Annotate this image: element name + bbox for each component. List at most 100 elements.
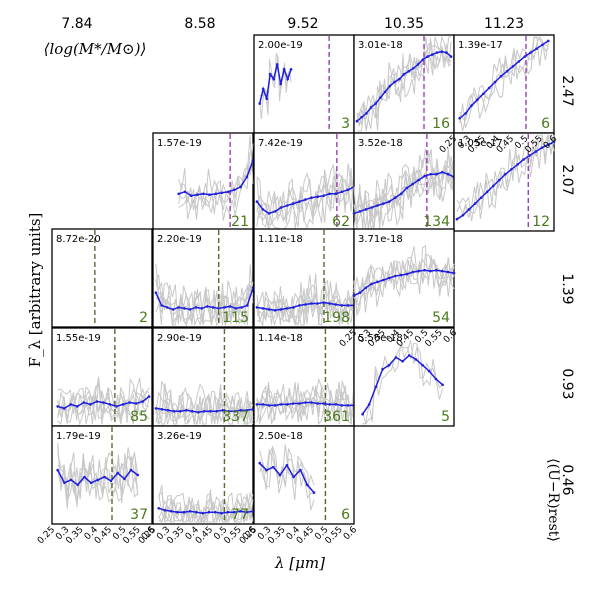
median-point <box>267 308 271 311</box>
mass-bin-label-3: 10.35 <box>384 16 424 32</box>
median-point <box>285 204 289 207</box>
median-point <box>470 104 473 107</box>
median-point <box>188 308 192 311</box>
median-point <box>109 479 113 483</box>
median-point <box>316 302 319 305</box>
median-point <box>298 304 301 307</box>
x-tick-label: 0.6 <box>342 525 359 542</box>
count-label: 198 <box>323 310 350 326</box>
median-point <box>446 270 450 274</box>
median-point <box>304 198 307 201</box>
median-point <box>128 401 131 404</box>
median-point <box>69 478 73 482</box>
normalization-label: 8.72e-20 <box>56 234 101 245</box>
median-point <box>246 304 249 307</box>
median-point <box>245 510 248 514</box>
median-point <box>233 410 237 413</box>
median-point <box>285 403 289 406</box>
panel-1-3: 3.52e-18 134 <box>352 132 456 232</box>
median-point <box>141 400 144 403</box>
median-point <box>393 80 396 84</box>
panel-3-3: 5.56e-18 5 <box>353 327 455 427</box>
median-point <box>340 190 344 194</box>
median-point <box>552 140 556 144</box>
median-point <box>473 202 477 205</box>
median-point <box>292 306 295 309</box>
median-point <box>464 112 467 115</box>
median-point <box>82 401 86 404</box>
median-point <box>511 65 515 68</box>
median-point <box>449 55 453 58</box>
median-point <box>429 269 432 273</box>
color-bin-label-1: 2.07 <box>559 164 575 195</box>
median-point <box>388 276 391 280</box>
median-point <box>393 196 397 199</box>
median-point <box>214 192 218 196</box>
median-point <box>476 98 479 101</box>
median-point <box>103 475 106 479</box>
color-bin-label-0: 2.47 <box>559 75 575 106</box>
individual-spectrum <box>259 448 315 488</box>
median-point <box>398 77 401 81</box>
mass-bin-label-1: 8.58 <box>184 16 215 32</box>
individual-spectrum <box>57 462 139 504</box>
normalization-label: 1.11e-18 <box>258 234 303 245</box>
median-point <box>365 112 368 115</box>
median-point <box>411 182 415 186</box>
median-point <box>214 510 217 514</box>
median-point <box>328 403 332 406</box>
panel-2-3: 3.71e-18 54 <box>352 228 456 328</box>
panel-1-1: 1.57e-19 21 <box>152 132 255 232</box>
median-spectrum <box>459 40 549 119</box>
median-point <box>258 102 262 105</box>
median-point <box>423 268 426 272</box>
individual-spectrum <box>256 291 355 322</box>
median-point <box>258 461 262 465</box>
median-point <box>505 70 509 73</box>
mass-bin-label-2: 9.52 <box>287 16 318 32</box>
median-point <box>208 193 211 196</box>
median-point <box>206 305 209 308</box>
panel-4-1: 3.26e-19 77 <box>152 425 255 525</box>
median-point <box>203 410 206 413</box>
individual-spectrum <box>456 134 555 218</box>
median-point <box>540 146 544 149</box>
median-point <box>170 510 173 513</box>
median-point <box>461 214 465 217</box>
median-point <box>160 304 163 307</box>
median-point <box>166 306 169 309</box>
median-point <box>69 403 73 406</box>
median-point <box>374 102 378 105</box>
median-point <box>196 193 199 196</box>
median-point <box>535 47 538 50</box>
individual-spectrum <box>57 453 139 500</box>
median-point <box>160 408 164 411</box>
x-tick-labels-4-0: 0.250.30.350.40.450.50.550.6 <box>36 525 157 546</box>
median-point <box>177 192 180 196</box>
panel-1-2: 7.42e-19 62 <box>253 132 356 232</box>
median-point <box>211 306 215 309</box>
individual-spectrum <box>256 168 355 224</box>
median-point <box>355 119 359 123</box>
individual-spectrum <box>158 492 254 524</box>
median-point <box>209 410 212 413</box>
median-point <box>200 307 203 310</box>
count-label: 337 <box>222 409 249 425</box>
median-point <box>121 403 125 406</box>
median-point <box>134 402 138 405</box>
panel-grid: 2.00e-1933.01e-18161.39e-1761.57e-19217.… <box>36 34 559 546</box>
median-point <box>245 409 249 412</box>
normalization-label: 2.20e-19 <box>157 234 202 245</box>
individual-spectrum <box>158 499 254 524</box>
median-point <box>255 403 259 406</box>
panel-2-1: 2.20e-19 115 <box>152 228 255 328</box>
median-point <box>334 403 338 406</box>
median-point <box>157 507 160 510</box>
normalization-label: 1.79e-19 <box>56 431 101 442</box>
median-point <box>166 409 170 412</box>
median-point <box>116 471 119 475</box>
x-tick-labels-4-1: 0.250.30.350.40.450.50.550.6 <box>137 525 258 546</box>
median-point <box>108 403 112 406</box>
normalization-label: 3.01e-18 <box>358 40 403 51</box>
